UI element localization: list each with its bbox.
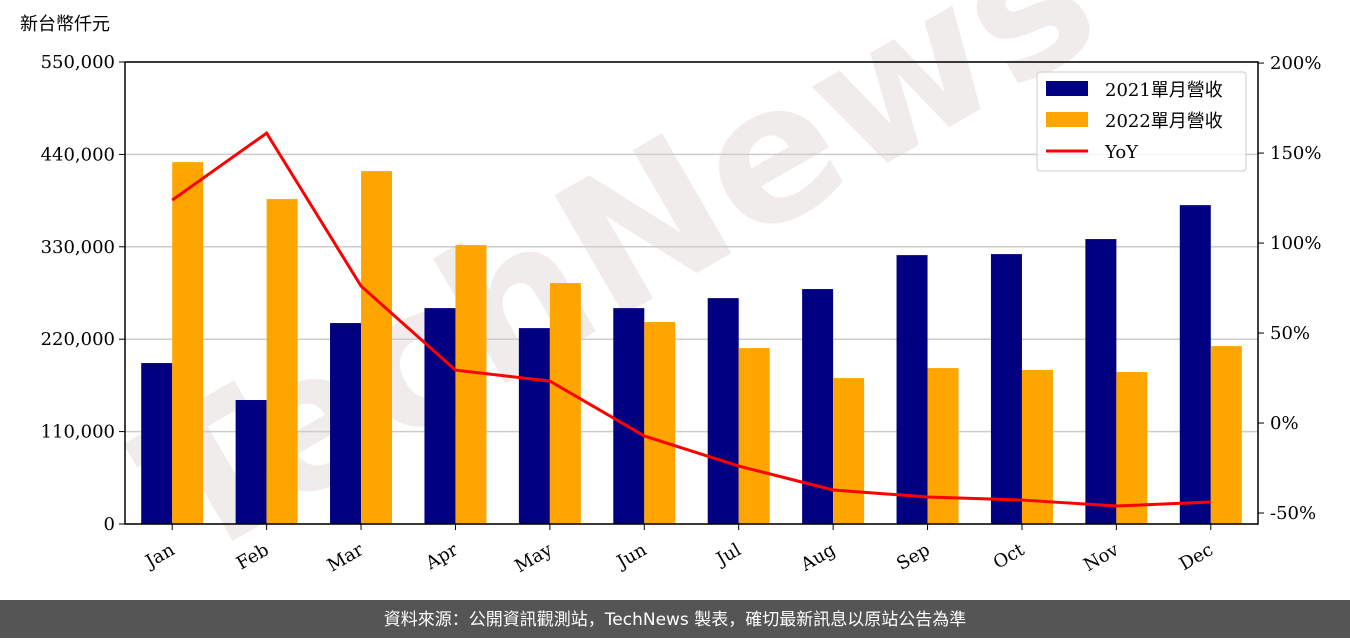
y-tick-label: 0 (104, 514, 115, 535)
y2-tick-label: 100% (1270, 233, 1321, 254)
bar (738, 348, 770, 524)
bar (266, 199, 298, 524)
bar (518, 328, 550, 524)
y2-tick-label: 150% (1270, 143, 1321, 164)
y-tick-label: 110,000 (41, 422, 115, 443)
x-tick-label: Apr (421, 539, 461, 574)
y2-tick-label: 200% (1270, 53, 1321, 74)
bar (455, 245, 487, 524)
bar (1116, 372, 1148, 524)
bar (141, 363, 173, 524)
footer: 資料來源：公開資訊觀測站，TechNews 製表，確切最新訊息以原站公告為準 (384, 610, 966, 630)
bar (172, 162, 204, 525)
legend-swatch (1046, 81, 1088, 96)
bar (1210, 346, 1242, 524)
x-tick-label: Mar (324, 539, 368, 576)
x-tick-label: Oct (990, 539, 1029, 574)
legend-label: 2022單月營收 (1105, 111, 1223, 132)
bar (1179, 205, 1211, 525)
bar (644, 322, 676, 524)
footer-bar (0, 600, 1350, 638)
x-tick-label: Jul (711, 539, 745, 571)
x-tick-label: Jun (612, 539, 651, 574)
y-tick-label: 440,000 (41, 144, 115, 165)
bar (549, 283, 581, 524)
x-tick-label: Aug (797, 539, 840, 576)
bar (235, 400, 267, 524)
bar (833, 378, 865, 524)
x-tick-label: Dec (1176, 539, 1217, 575)
line (171, 130, 1211, 508)
legend-label: 2021單月營收 (1105, 80, 1223, 101)
x-tick-label: Nov (1080, 539, 1123, 576)
bar (1085, 239, 1117, 524)
y2-tick-label: 0% (1270, 413, 1299, 434)
legend-label: YoY (1104, 142, 1139, 163)
bar (896, 255, 928, 524)
x-tick-label: Jan (140, 539, 178, 573)
x-tick-label: May (511, 539, 556, 577)
bar (990, 254, 1022, 524)
bar (361, 171, 393, 524)
legend-swatch (1046, 112, 1088, 127)
y-tick-label: 220,000 (41, 329, 115, 350)
y2-tick-label: 50% (1270, 323, 1310, 344)
bar (707, 298, 739, 524)
x-tick-label: Sep (893, 539, 933, 574)
y-tick-label: 550,000 (41, 52, 115, 73)
bar (613, 308, 645, 524)
y-axis-label: 新台幣仟元 (20, 14, 110, 35)
bar (330, 323, 362, 524)
bar (1021, 370, 1053, 524)
legend-box (1036, 71, 1247, 172)
plot-frame (124, 61, 1259, 525)
bar (424, 308, 456, 524)
y-tick-label: 330,000 (41, 237, 115, 258)
bar (927, 368, 959, 524)
y2-tick-label: -50% (1270, 503, 1316, 524)
